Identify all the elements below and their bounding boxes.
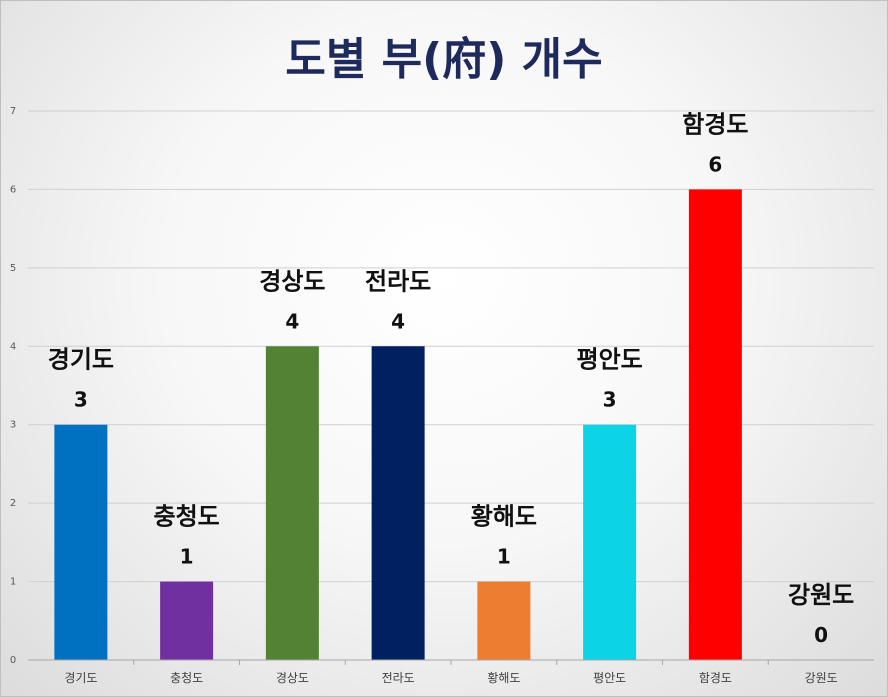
x-tick-label: 경기도 [64, 671, 97, 685]
y-tick-label: 2 [10, 498, 16, 509]
data-label-value: 4 [285, 309, 299, 333]
y-tick-label: 3 [10, 420, 16, 431]
bar [688, 189, 742, 660]
chart-title: 도별 부(府) 개수 [285, 34, 603, 85]
bar [583, 424, 637, 660]
x-tick-label: 함경도 [699, 671, 732, 685]
x-tick-label: 충청도 [170, 671, 203, 685]
x-tick-label: 황해도 [487, 671, 520, 685]
bar [477, 581, 531, 660]
bar [54, 424, 108, 660]
data-label-value: 3 [603, 388, 617, 412]
data-label-value: 6 [708, 152, 722, 176]
data-label-value: 0 [814, 623, 828, 647]
data-labels: 3 경기도 1 충청도 4 경상도 4 전라도 1 황해도 3 평안도 6 함경도 0 강원도 [48, 110, 855, 647]
y-axis-ticks: 0 1 2 3 4 5 6 7 [10, 106, 16, 666]
bar [160, 581, 214, 660]
data-label-category: 전라도 [365, 267, 431, 295]
data-label-value: 4 [391, 309, 405, 333]
y-tick-label: 0 [10, 655, 16, 666]
data-label-category: 황해도 [471, 503, 537, 531]
y-tick-label: 6 [10, 184, 16, 195]
data-label-category: 충청도 [154, 503, 220, 531]
data-label-category: 평안도 [577, 346, 643, 374]
y-tick-label: 1 [10, 577, 16, 588]
y-tick-label: 4 [10, 341, 16, 352]
bars [54, 189, 742, 660]
data-label-value: 3 [74, 388, 88, 412]
gridlines [28, 110, 874, 661]
data-label-value: 1 [497, 545, 511, 569]
y-tick-label: 5 [10, 263, 16, 274]
data-label-category: 강원도 [788, 581, 854, 609]
data-label-category: 함경도 [682, 110, 748, 138]
data-label-category: 경기도 [48, 346, 114, 374]
data-label-category: 경상도 [259, 267, 325, 295]
y-tick-label: 7 [10, 106, 16, 117]
bar [371, 346, 425, 660]
x-tick-label: 경상도 [276, 671, 309, 685]
x-tick-label: 평안도 [593, 671, 626, 685]
x-tick-label: 전라도 [382, 671, 415, 685]
data-label-value: 1 [180, 545, 194, 569]
x-axis: 경기도 충청도 경상도 전라도 황해도 평안도 함경도 강원도 [28, 659, 874, 685]
bar [265, 346, 319, 660]
x-tick-label: 강원도 [805, 671, 838, 685]
